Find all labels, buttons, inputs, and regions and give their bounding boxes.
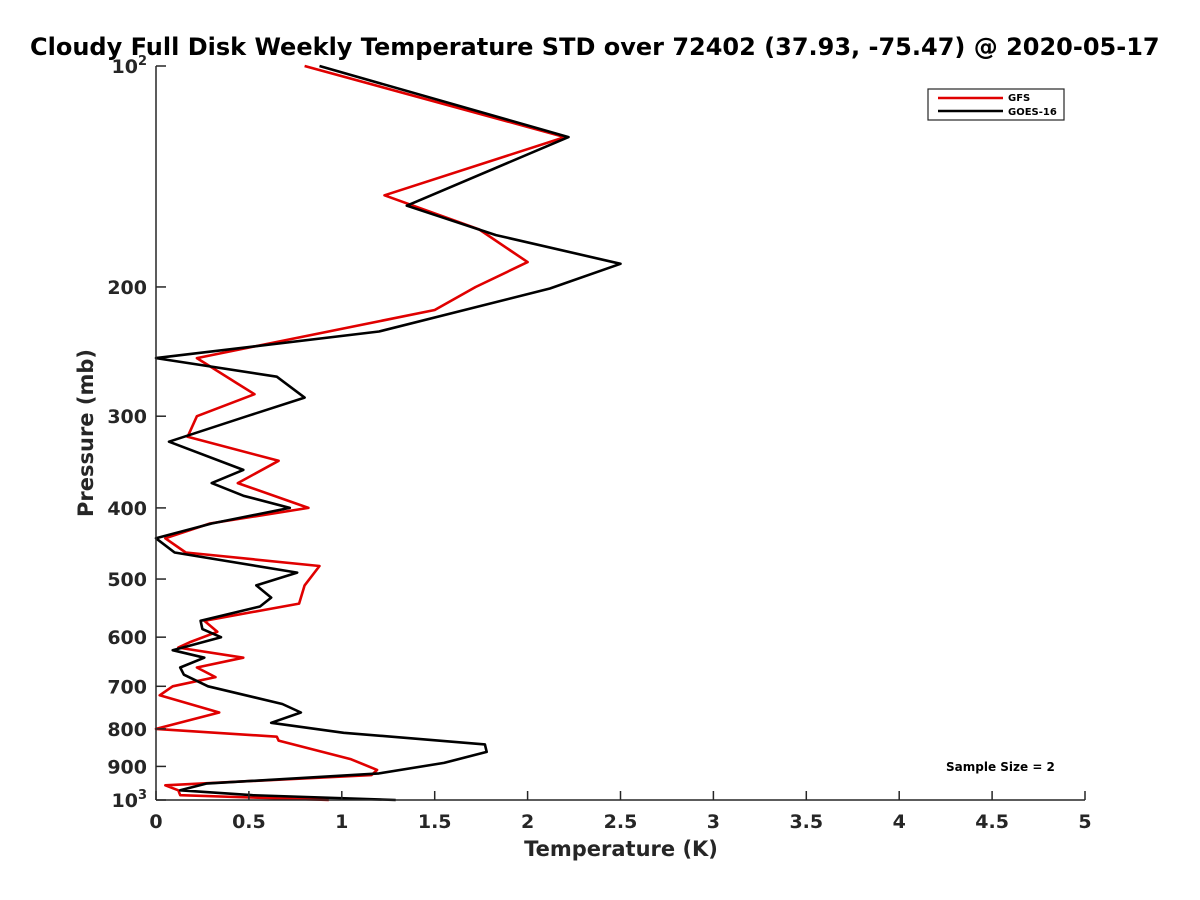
chart-title: Cloudy Full Disk Weekly Temperature STD …	[30, 33, 1160, 61]
x-axis-label: Temperature (K)	[524, 837, 718, 861]
x-tick-label: 1.5	[418, 811, 452, 833]
x-tick-label: 1	[335, 811, 348, 833]
y-tick-label: 800	[107, 719, 147, 741]
x-tick-label: 4.5	[975, 811, 1009, 833]
x-tick-label: 0	[149, 811, 162, 833]
y-tick-label: 400	[107, 498, 147, 520]
series-line-goes16	[154, 64, 622, 802]
series-layer	[154, 64, 622, 802]
y-tick-label: 300	[107, 406, 147, 428]
y-tick-label: 103	[112, 788, 148, 812]
legend: GFS GOES-16	[927, 88, 1065, 121]
y-tick-label: 700	[107, 676, 147, 698]
y-tick-label: 600	[107, 627, 147, 649]
y-axis-label: Pressure (mb)	[74, 349, 98, 517]
plot-area: 0 0.5 1 1.5 2 2.5 3 3.5 4 4.5 5 102 200 300 400 500 600 7…	[107, 54, 1091, 833]
sample-size-annotation: Sample Size = 2	[946, 760, 1055, 774]
x-tick-label: 4	[893, 811, 906, 833]
x-tick-label: 3.5	[789, 811, 823, 833]
legend-label-goes16: GOES-16	[1008, 107, 1057, 118]
series-line-gfs	[154, 64, 567, 802]
y-tick-label: 102	[112, 54, 148, 78]
x-tick-label: 2.5	[604, 811, 638, 833]
x-tick-label: 2	[521, 811, 534, 833]
x-tick-label: 3	[707, 811, 720, 833]
axes-layer: 0 0.5 1 1.5 2 2.5 3 3.5 4 4.5 5 102 200 300 400 500 600 7…	[107, 54, 1091, 833]
y-tick-label: 900	[107, 756, 147, 778]
y-tick-label: 200	[107, 277, 147, 299]
y-tick-label: 500	[107, 569, 147, 591]
x-tick-label: 5	[1078, 811, 1091, 833]
legend-label-gfs: GFS	[1008, 93, 1030, 104]
legend-box	[927, 88, 1065, 121]
x-tick-label: 0.5	[232, 811, 266, 833]
